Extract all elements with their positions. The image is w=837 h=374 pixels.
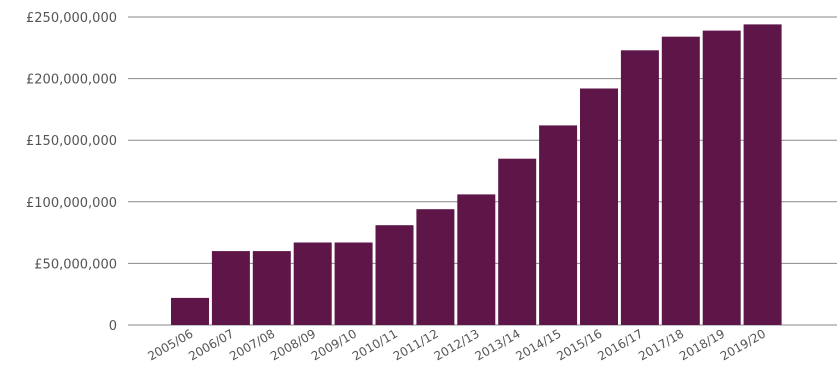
y-tick-label: £100,000,000 <box>26 196 117 211</box>
y-tick-label: £50,000,000 <box>34 257 117 272</box>
y-tick-label: £250,000,000 <box>26 11 117 26</box>
bar <box>580 88 618 325</box>
x-tick-label: 2014/15 <box>513 326 563 363</box>
x-tick-label: 2011/12 <box>391 326 441 363</box>
bar <box>539 125 578 326</box>
bar <box>211 251 250 325</box>
x-tick-label: 2013/14 <box>473 326 523 363</box>
x-axis-tick-labels: 2005/062006/072007/082008/092009/102010/… <box>145 326 768 363</box>
x-tick-label: 2012/13 <box>432 326 482 363</box>
x-tick-label: 2016/17 <box>595 326 645 363</box>
bars <box>171 24 782 326</box>
y-tick-label: 0 <box>109 319 117 334</box>
bar <box>457 194 496 325</box>
bar <box>743 24 782 326</box>
bar <box>293 242 332 325</box>
bar <box>498 158 537 325</box>
x-tick-label: 2009/10 <box>309 326 359 363</box>
x-tick-label: 2005/06 <box>145 326 195 363</box>
bar <box>252 251 291 325</box>
y-axis-tick-labels: 0 £50,000,000 £100,000,000 £150,000,000 £200… <box>26 11 117 334</box>
y-tick-label: £200,000,000 <box>26 73 117 88</box>
y-tick-label: £150,000,000 <box>26 134 117 149</box>
x-tick-label: 2017/18 <box>636 326 686 363</box>
bar <box>661 36 700 325</box>
bar <box>702 30 741 325</box>
x-tick-label: 2018/19 <box>677 326 727 363</box>
bar <box>416 209 455 325</box>
bar <box>375 225 414 325</box>
bar <box>620 50 659 326</box>
x-tick-label: 2015/16 <box>554 326 604 363</box>
x-tick-label: 2010/11 <box>350 326 400 363</box>
bar <box>171 297 209 325</box>
bar <box>334 242 373 325</box>
x-tick-label: 2008/09 <box>268 326 318 363</box>
x-tick-label: 2006/07 <box>186 326 236 363</box>
x-tick-label: 2019/20 <box>718 326 768 363</box>
x-tick-label: 2007/08 <box>227 326 277 363</box>
